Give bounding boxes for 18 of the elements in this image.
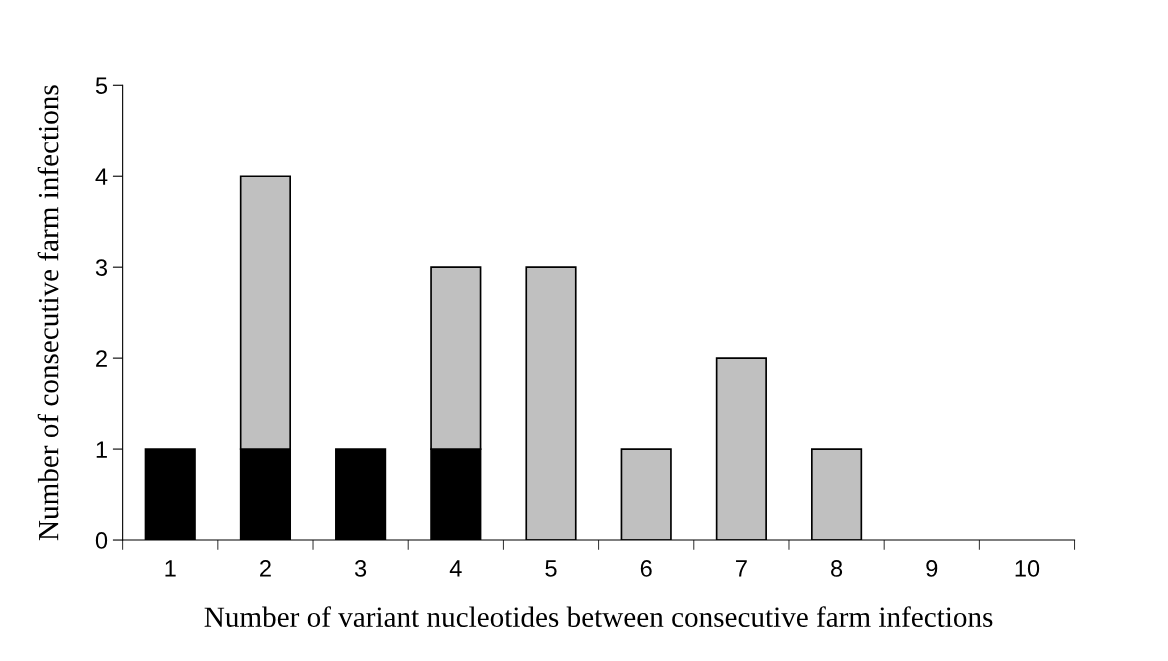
x-tick-label: 9 xyxy=(926,560,938,577)
x-tick-label: 4 xyxy=(449,560,462,577)
x-tick-label: 10 xyxy=(1015,560,1040,577)
x-tick-label: 8 xyxy=(831,560,843,577)
x-tick-label: 3 xyxy=(354,560,367,577)
y-tick-label: 5 xyxy=(95,77,108,95)
y-tick-label: 3 xyxy=(95,259,108,276)
y-tick-label: 1 xyxy=(96,441,107,458)
y-axis-title: Number of consecutive farm infections xyxy=(37,85,59,541)
y-tick-label: 0 xyxy=(95,532,108,549)
x-tick-label: 5 xyxy=(545,560,557,577)
x-tick-label: 7 xyxy=(736,560,747,577)
x-tick-label: 6 xyxy=(640,560,652,577)
y-tick-label: 4 xyxy=(95,168,108,185)
x-tick-label: 1 xyxy=(165,560,176,577)
y-tick-label: 2 xyxy=(96,350,107,367)
x-tick-label: 2 xyxy=(260,560,271,577)
x-axis-title: Number of variant nucleotides between consecutive farm infections xyxy=(204,606,993,628)
